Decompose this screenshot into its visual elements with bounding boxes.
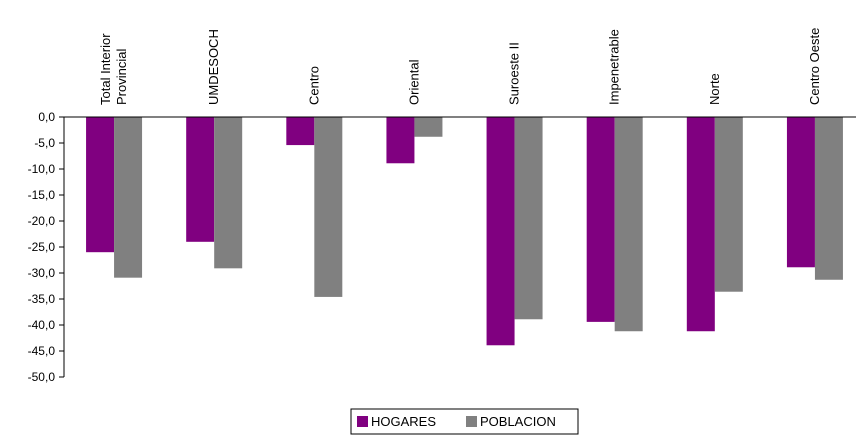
y-tick-label-1: -5,0 (34, 136, 55, 150)
bar-poblacion-7 (814, 117, 843, 280)
bar-poblacion-0 (114, 117, 143, 278)
legend-label-poblacion: POBLACION (480, 414, 556, 429)
category-label-2: Centro (306, 66, 321, 105)
category-label-5: Impenetrable (607, 29, 622, 105)
category-label-0-line-0: Total Interior (98, 33, 113, 105)
bar-hogares-7 (786, 117, 815, 268)
category-label-4: Suroeste II (507, 42, 522, 105)
category-labels: Total Interior Provincial UMDESOCH Centro Or… (98, 28, 822, 105)
axes-group (59, 116, 856, 378)
legend: HOGARES POBLACION (350, 408, 579, 435)
category-label-7-line-0: Centro Oeste (807, 28, 822, 105)
legend-label-hogares: HOGARES (371, 414, 436, 429)
bar-hogares-0 (86, 117, 115, 253)
bar-hogares-6 (686, 117, 715, 332)
y-tick-labels: 0,0 -5,0 -10,0 -15,0 -20,0 -25,0 -30,0 -35,0 -40… (28, 110, 56, 384)
category-label-5-line-0: Impenetrable (607, 29, 622, 105)
y-tick-label-10: -50,0 (28, 370, 56, 384)
category-label-1-line-0: UMDESOCH (206, 29, 221, 105)
category-label-7: Centro Oeste (807, 28, 822, 105)
y-tick-label-9: -45,0 (28, 344, 56, 358)
bars-group (86, 117, 843, 346)
y-tick-label-7: -35,0 (28, 292, 56, 306)
bar-hogares-3 (386, 117, 415, 164)
bar-poblacion-5 (614, 117, 643, 332)
y-tick-label-4: -20,0 (28, 214, 56, 228)
bar-poblacion-6 (714, 117, 743, 292)
bar-hogares-2 (286, 117, 315, 146)
legend-swatch-hogares (357, 416, 368, 427)
legend-box (350, 408, 579, 435)
bar-hogares-5 (586, 117, 615, 322)
category-label-6-line-0: Norte (707, 73, 722, 105)
category-label-0: Total Interior Provincial (98, 33, 129, 105)
y-tick-label-8: -40,0 (28, 318, 56, 332)
bar-poblacion-3 (414, 117, 443, 137)
category-label-0-line-1: Provincial (114, 49, 129, 105)
bar-hogares-1 (186, 117, 215, 242)
y-tick-label-5: -25,0 (28, 240, 56, 254)
category-label-3-line-0: Oriental (406, 59, 421, 105)
category-label-3: Oriental (406, 59, 421, 105)
y-tick-label-2: -10,0 (28, 162, 56, 176)
category-label-4-line-0: Suroeste II (507, 42, 522, 105)
y-tick-label-0: 0,0 (38, 110, 55, 124)
bar-poblacion-4 (514, 117, 543, 320)
y-tick-label-6: -30,0 (28, 266, 56, 280)
legend-swatch-poblacion (466, 416, 477, 427)
bar-hogares-4 (486, 117, 515, 346)
bar-poblacion-2 (314, 117, 343, 297)
category-label-6: Norte (707, 73, 722, 105)
category-label-1: UMDESOCH (206, 29, 221, 105)
y-tick-label-3: -15,0 (28, 188, 56, 202)
category-label-2-line-0: Centro (306, 66, 321, 105)
bar-poblacion-1 (214, 117, 243, 269)
